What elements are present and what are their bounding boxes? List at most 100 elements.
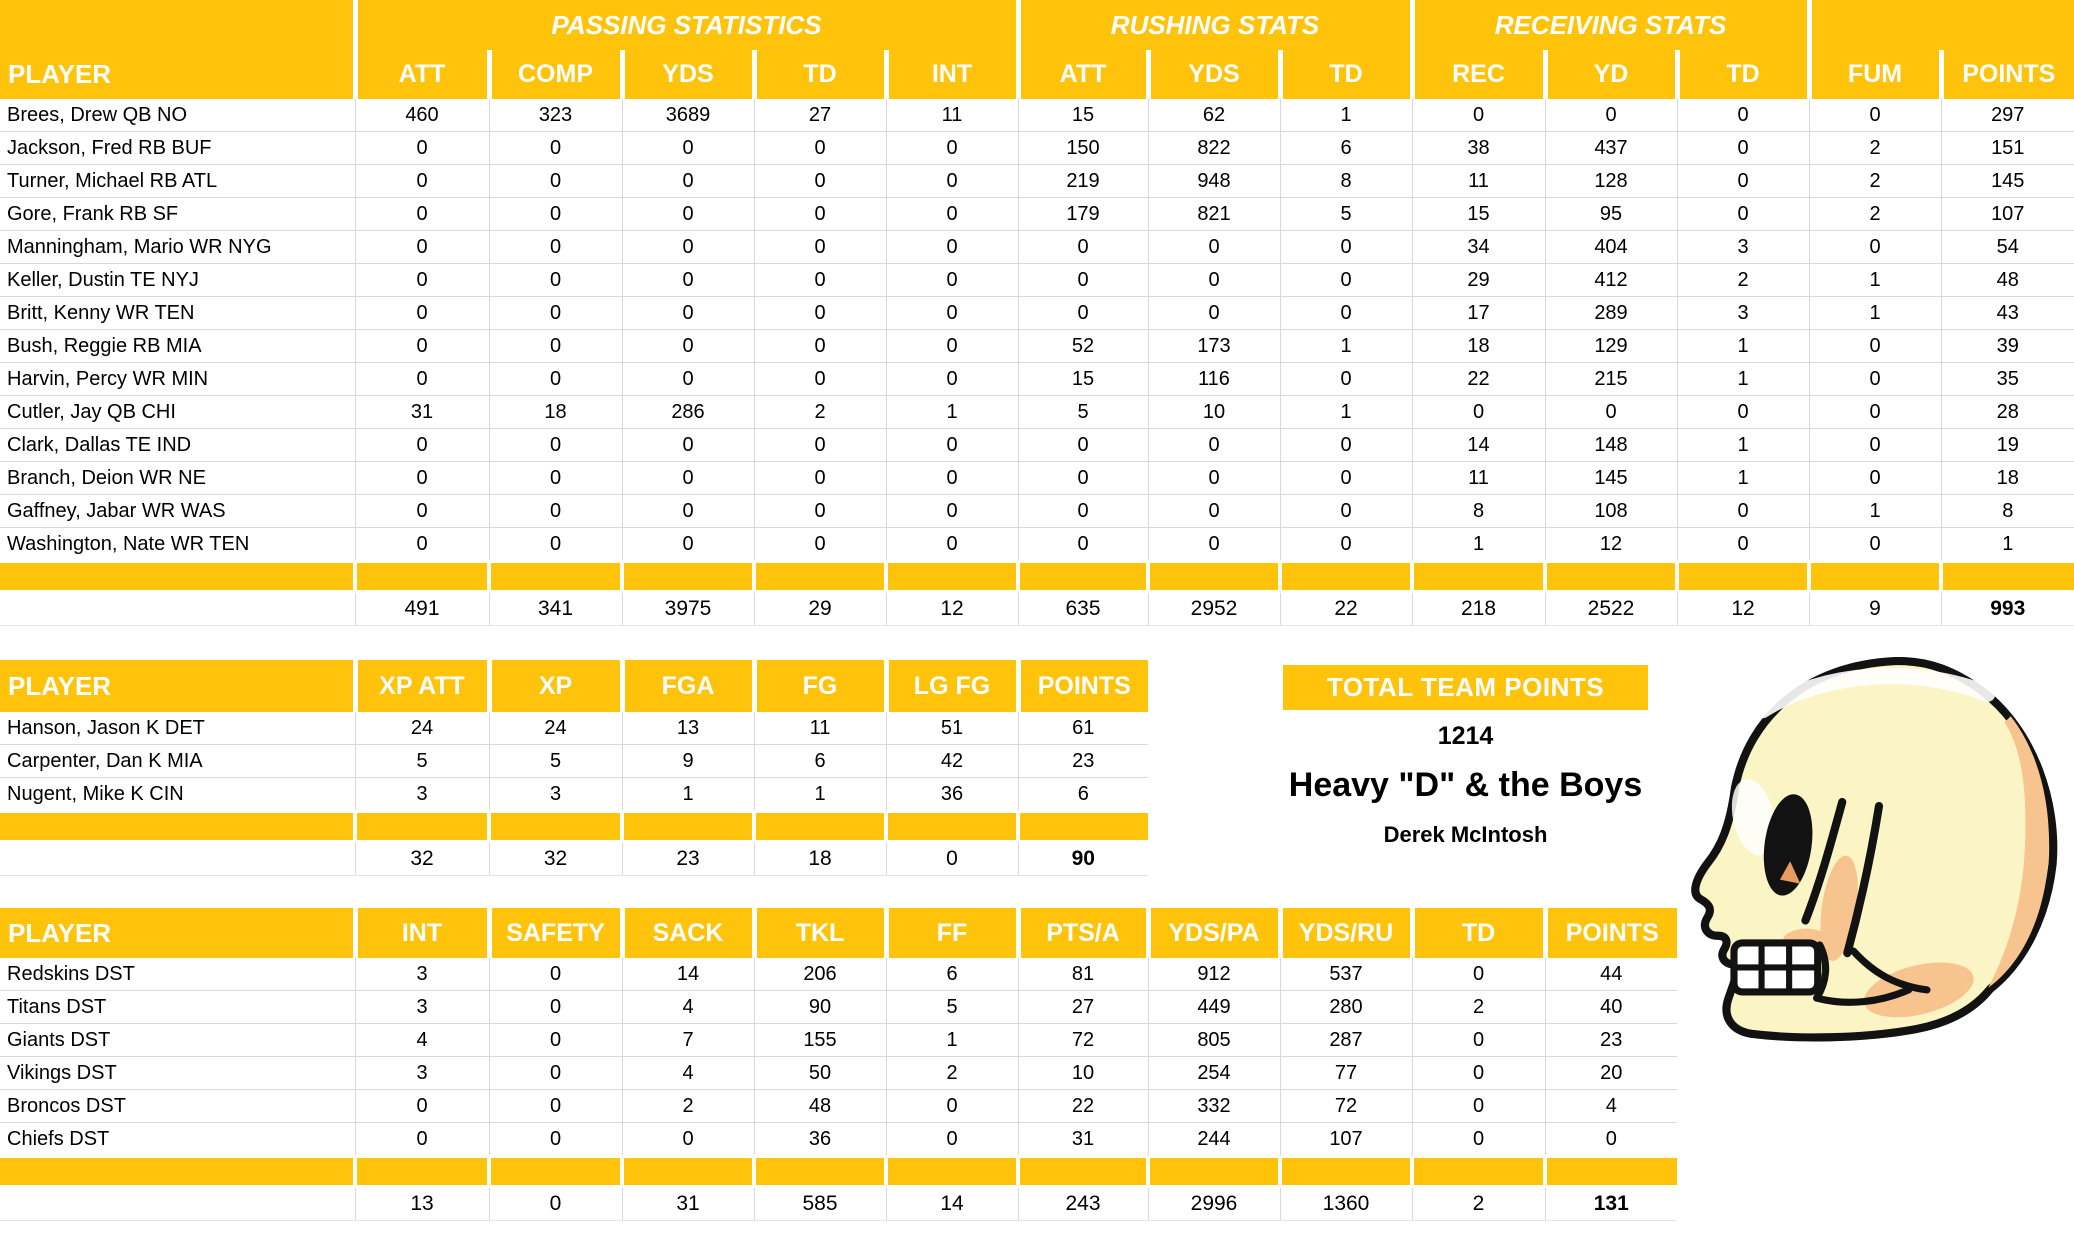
stat-cell: 3 [1676,230,1809,264]
stat-cell: 1 [1808,263,1941,297]
stat-cell: 8 [1279,164,1412,198]
spacer-cell [752,1155,886,1188]
stat-cell: 0 [1411,99,1545,132]
table-row: Branch, Deion WR NE 0 0 0 0 0 0 0 0 11 145 1 0 18 [0,461,2074,495]
defense-table: PLAYER INT SAFETY SACK TKL FF PTS/A YDS/… [0,908,1677,1221]
stat-cell: 0 [1676,494,1809,528]
stat-cell: 3 [354,777,489,812]
stat-cell: 0 [1411,395,1545,429]
stat-cell: 4 [621,990,754,1024]
stat-cell: 0 [1808,395,1941,429]
column-header-pass-td: TD [751,50,886,99]
spacer-cell [620,810,754,843]
stat-cell: 6 [753,744,886,778]
receiving-stats-group-header: RECEIVING STATS [1409,0,1809,50]
spacer-cell [487,810,622,843]
stat-cell: 40 [1544,990,1677,1024]
stat-cell: 0 [885,296,1018,330]
column-header-int: INT [352,908,489,958]
total-cell: 993 [1940,591,2074,626]
spacer-cell [1410,560,1545,593]
stat-cell: 0 [488,1023,622,1057]
stat-cell: 128 [1544,164,1677,198]
table-row: Vikings DST 3 0 4 50 2 10 254 77 0 20 [0,1056,1677,1090]
stat-cell: 0 [1279,230,1412,264]
table-row: Keller, Dustin TE NYJ 0 0 0 0 0 0 0 0 29 412 2 1 48 [0,263,2074,297]
table-row: Nugent, Mike K CIN 3 3 1 1 36 6 [0,777,1148,812]
spacer-cell [884,810,1018,843]
player-cell: Britt, Kenny WR TEN [0,296,355,330]
stat-cell: 129 [1544,329,1677,363]
stat-cell: 5 [1279,197,1412,231]
kicker-table: PLAYER XP ATT XP FGA FG LG FG POINTS Han… [0,660,1148,876]
stat-cell: 0 [621,131,754,165]
stat-cell: 3 [1676,296,1809,330]
stat-cell: 0 [1808,230,1941,264]
stat-cell: 0 [885,197,1018,231]
stat-cell: 0 [621,263,754,297]
totals-empty-cell [0,1186,355,1221]
stat-cell: 0 [1147,461,1280,495]
stat-cell: 9 [621,744,754,778]
teeth [1730,939,1913,1006]
column-header-fga: FGA [619,660,754,712]
stat-cell: 31 [1017,1122,1148,1157]
stat-cell: 2 [1411,990,1545,1024]
stat-cell: 0 [1279,494,1412,528]
stat-cell: 0 [1411,1089,1545,1123]
stat-cell: 0 [885,263,1018,297]
stat-cell: 50 [753,1056,886,1090]
total-cell: 2996 [1147,1186,1280,1221]
stat-cell: 1 [1676,461,1809,495]
stat-cell: 11 [1411,461,1545,495]
player-cell: Jackson, Fred RB BUF [0,131,355,165]
stat-cell: 7 [621,1023,754,1057]
column-header-pass-yds: YDS [619,50,754,99]
total-cell: 0 [885,841,1018,876]
stat-cell: 0 [885,494,1018,528]
table-row: Hanson, Jason K DET 24 24 13 11 51 61 [0,712,1148,745]
total-cell: 585 [753,1186,886,1221]
stat-cell: 0 [488,1089,622,1123]
stat-cell: 2 [753,395,886,429]
stat-cell: 0 [1411,1023,1545,1057]
stat-cell: 15 [1017,99,1148,132]
stat-cell: 11 [1411,164,1545,198]
stat-cell: 36 [753,1122,886,1157]
stat-cell: 948 [1147,164,1280,198]
total-cell: 131 [1544,1186,1677,1221]
stat-cell: 0 [1279,263,1412,297]
stat-cell: 0 [1808,99,1941,132]
stat-cell: 1 [1279,99,1412,132]
table-row: Gore, Frank RB SF 0 0 0 0 0 179 821 5 15 95 0 2 107 [0,197,2074,231]
player-cell: Cutler, Jay QB CHI [0,395,355,429]
spacer-row [0,810,1148,843]
stat-cell: 1 [1676,362,1809,396]
stat-cell: 0 [753,164,886,198]
column-header-tkl: TKL [751,908,886,958]
kicker-column-header-row: PLAYER XP ATT XP FGA FG LG FG POINTS [0,660,1148,712]
column-header-ff: FF [883,908,1018,958]
stat-cell: 2 [885,1056,1018,1090]
stat-cell: 15 [1411,197,1545,231]
total-cell: 14 [885,1186,1018,1221]
stat-cell: 18 [488,395,622,429]
spacer-cell [884,560,1018,593]
table-row: Clark, Dallas TE IND 0 0 0 0 0 0 0 0 14 148 1 0 19 [0,428,2074,462]
stat-cell: 35 [1940,362,2074,396]
stat-cell: 27 [1017,990,1148,1024]
stat-cell: 51 [885,712,1018,745]
stat-cell: 0 [354,461,489,495]
column-header-safety: SAFETY [486,908,622,958]
stat-cell: 215 [1544,362,1677,396]
stat-cell: 0 [753,197,886,231]
stat-cell: 0 [1147,263,1280,297]
stat-cell: 0 [621,527,754,562]
stat-cell: 10 [1147,395,1280,429]
team-owner-name: Derek McIntosh [1383,822,1548,847]
passing-stats-group-header: PASSING STATISTICS [352,0,1018,50]
stat-cell: 155 [753,1023,886,1057]
stat-cell: 0 [354,164,489,198]
column-header-rush-yds: YDS [1145,50,1280,99]
stat-cell: 145 [1544,461,1677,495]
